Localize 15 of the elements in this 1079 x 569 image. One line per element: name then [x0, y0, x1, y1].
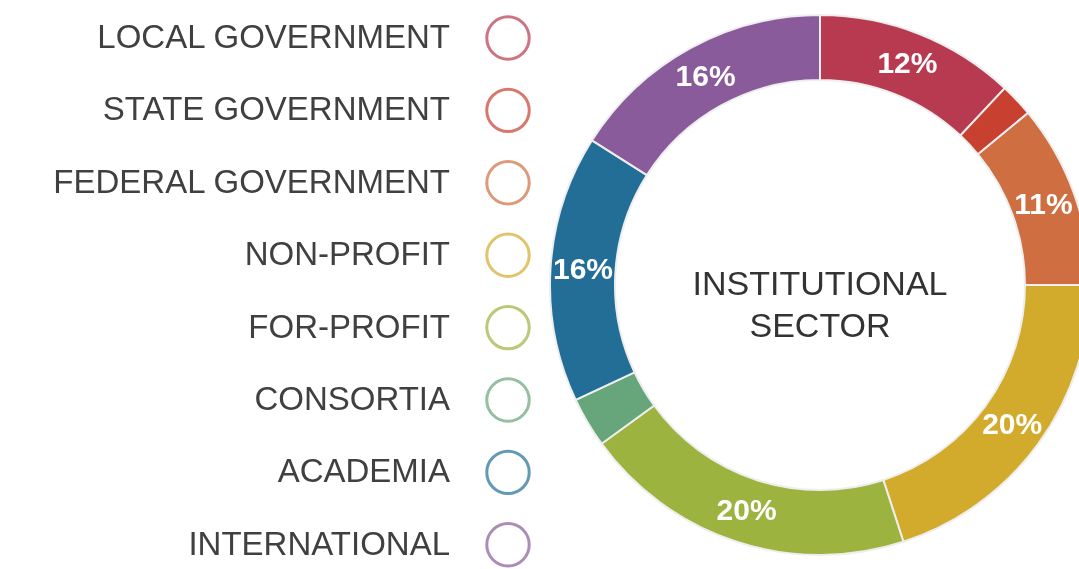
- legend-label: INTERNATIONAL: [188, 524, 450, 562]
- data-label: 16%: [675, 58, 736, 92]
- legend-label: STATE GOVERNMENT: [102, 90, 450, 128]
- legend-label: FOR-PROFIT: [248, 307, 450, 345]
- data-label: 12%: [877, 46, 938, 80]
- legend-label: NON-PROFIT: [244, 235, 450, 273]
- data-label: 20%: [982, 406, 1043, 440]
- legend-label: CONSORTIA: [254, 380, 450, 417]
- legend-label: ACADEMIA: [277, 452, 450, 490]
- text: INSTITUTIONAL SECTOR: [692, 264, 948, 344]
- data-label: 16%: [552, 252, 613, 286]
- legend-label: FEDERAL GOVERNMENT: [53, 162, 450, 200]
- data-label: 20%: [716, 492, 777, 526]
- data-label: 11%: [1014, 186, 1073, 220]
- legend-label: LOCAL GOVERNMENT: [97, 18, 450, 55]
